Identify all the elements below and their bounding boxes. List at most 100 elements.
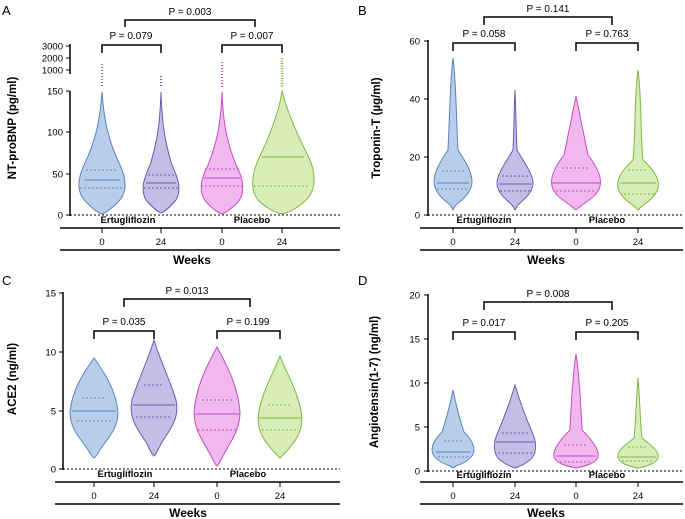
violin-ertu-w0 bbox=[433, 57, 473, 212]
p-value-ertu: P = 0.079 bbox=[110, 31, 153, 42]
panel-letter-a: A bbox=[2, 3, 11, 18]
x-tick-label: 24 bbox=[633, 491, 644, 502]
y-tick-label: 0 bbox=[415, 211, 420, 222]
bracket-placebo bbox=[221, 44, 283, 53]
y-tick-label: 20 bbox=[409, 153, 420, 164]
y-tick-label: 5 bbox=[51, 407, 56, 418]
p-value-ertu: P = 0.035 bbox=[103, 317, 146, 328]
violin-ertu-w24 bbox=[142, 76, 180, 214]
p-value-placebo: P = 0.007 bbox=[231, 31, 274, 42]
violin-plac-w0 bbox=[200, 62, 244, 215]
y-tick-label: 60 bbox=[409, 37, 420, 48]
y-tick-label: 0 bbox=[51, 465, 56, 476]
y-tick-label: 0 bbox=[415, 467, 420, 478]
p-value-overall: P = 0.141 bbox=[527, 4, 570, 15]
bracket-placebo bbox=[216, 330, 281, 339]
p-value-placebo: P = 0.763 bbox=[586, 29, 629, 40]
bracket-ertu bbox=[452, 42, 516, 51]
y-tick-label: 3000 bbox=[42, 42, 63, 53]
group-label-ertu: Ertugliflozin bbox=[457, 470, 512, 481]
p-value-overall: P = 0.003 bbox=[169, 7, 212, 18]
y-tick-label: 20 bbox=[409, 291, 420, 302]
y-axis-title-b: Troponin-T (µg/ml) bbox=[371, 77, 383, 178]
x-tick-label: 24 bbox=[633, 237, 644, 248]
p-value-overall: P = 0.008 bbox=[527, 289, 570, 300]
x-tick-label: 0 bbox=[450, 491, 455, 502]
x-axis-title-a: Weeks bbox=[173, 253, 211, 267]
p-value-placebo: P = 0.199 bbox=[227, 317, 270, 328]
x-tick-label: 0 bbox=[573, 237, 578, 248]
y-tick-label: 1000 bbox=[42, 66, 63, 77]
panel-letter-d: D bbox=[358, 273, 367, 288]
y-tick-label: 100 bbox=[47, 128, 63, 139]
violin-plac-w24 bbox=[257, 354, 303, 459]
bracket-overall bbox=[124, 19, 256, 27]
x-tick-label: 0 bbox=[99, 237, 104, 248]
violin-ertu-w24 bbox=[493, 383, 537, 469]
violin-plac-w24 bbox=[617, 69, 659, 211]
violin-plac-w0 bbox=[551, 95, 601, 211]
bracket-overall bbox=[123, 298, 251, 307]
panel-c: C ACE2 (ng/ml) 15 10 5 0 bbox=[2, 273, 340, 519]
panel-d: D Angiotensin(1-7) (ng/ml) 20 15 10 5 0 bbox=[358, 273, 683, 519]
x-tick-label: 24 bbox=[275, 491, 286, 502]
y-tick-label: 5 bbox=[415, 423, 420, 434]
bracket-ertu bbox=[101, 44, 162, 53]
x-axis-title-c: Weeks bbox=[169, 506, 207, 519]
y-tick-label: 50 bbox=[52, 170, 63, 181]
panel-b: B Troponin-T (µg/ml) 60 40 20 0 bbox=[358, 3, 683, 267]
p-value-placebo: P = 0.205 bbox=[586, 318, 629, 329]
x-axis-title-b: Weeks bbox=[527, 253, 565, 267]
x-tick-label: 0 bbox=[219, 237, 224, 248]
p-value-overall: P = 0.013 bbox=[166, 286, 209, 297]
x-tick-label: 0 bbox=[450, 237, 455, 248]
x-tick-label: 24 bbox=[510, 237, 521, 248]
group-label-placebo: Placebo bbox=[230, 469, 267, 480]
y-tick-label: 40 bbox=[409, 95, 420, 106]
x-tick-label: 24 bbox=[510, 491, 521, 502]
y-tick-label: 0 bbox=[58, 211, 63, 222]
y-tick-label: 10 bbox=[409, 379, 420, 390]
group-label-placebo: Placebo bbox=[234, 215, 271, 226]
panel-letter-b: B bbox=[358, 3, 367, 18]
y-tick-label: 150 bbox=[47, 87, 63, 98]
group-label-placebo: Placebo bbox=[589, 215, 626, 226]
group-label-ertu: Ertugliflozin bbox=[98, 469, 153, 480]
x-tick-label: 0 bbox=[573, 491, 578, 502]
y-tick-label: 15 bbox=[409, 335, 420, 346]
p-value-ertu: P = 0.058 bbox=[463, 29, 506, 40]
group-label-ertu: Ertugliflozin bbox=[101, 215, 156, 226]
violin-ertu-w0 bbox=[69, 357, 119, 459]
y-axis-title-a: NT-proBNP (pg/ml) bbox=[7, 77, 19, 180]
violin-ertu-w0 bbox=[78, 64, 126, 215]
x-tick-label: 24 bbox=[277, 237, 288, 248]
x-axis-title-d: Weeks bbox=[527, 506, 565, 519]
violin-plac-w0 bbox=[553, 353, 599, 469]
violin-plac-w24 bbox=[252, 58, 315, 215]
violin-ertu-w24 bbox=[496, 89, 534, 212]
bracket-placebo bbox=[575, 331, 639, 340]
y-tick-label: 10 bbox=[45, 348, 56, 359]
violin-plac-w0 bbox=[193, 345, 241, 467]
bracket-ertu bbox=[93, 330, 155, 339]
group-label-placebo: Placebo bbox=[589, 470, 626, 481]
panel-a: A NT-proBNP (pg/ml) 3000 2000 1000 150 1… bbox=[2, 3, 340, 267]
panel-letter-c: C bbox=[2, 273, 11, 288]
x-tick-label: 24 bbox=[156, 237, 167, 248]
y-axis-title-d: Angiotensin(1-7) (ng/ml) bbox=[369, 316, 381, 448]
group-label-ertu: Ertugliflozin bbox=[457, 215, 512, 226]
y-tick-label: 15 bbox=[45, 289, 56, 300]
violin-ertu-w0 bbox=[431, 389, 475, 469]
violin-plac-w24 bbox=[617, 377, 659, 469]
bracket-ertu bbox=[452, 331, 516, 340]
x-tick-label: 24 bbox=[149, 491, 160, 502]
y-tick-label: 2000 bbox=[42, 54, 63, 65]
bracket-placebo bbox=[575, 42, 639, 51]
bracket-overall bbox=[483, 16, 613, 25]
violin-ertu-w24 bbox=[130, 338, 178, 457]
bracket-overall bbox=[483, 301, 613, 310]
x-tick-label: 0 bbox=[91, 491, 96, 502]
p-value-ertu: P = 0.017 bbox=[463, 318, 506, 329]
y-axis-title-c: ACE2 (ng/ml) bbox=[7, 343, 19, 415]
